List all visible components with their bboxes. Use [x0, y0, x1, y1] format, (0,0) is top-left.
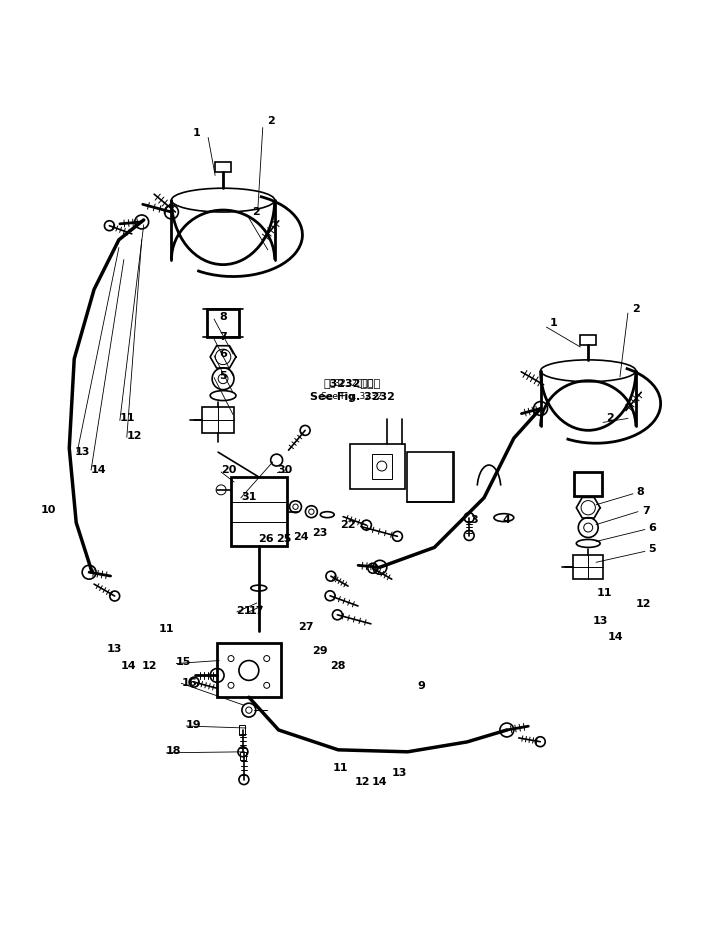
Text: 30: 30 — [277, 465, 292, 475]
Text: 14: 14 — [372, 777, 388, 786]
Text: 21: 21 — [236, 606, 251, 616]
Text: 27: 27 — [298, 621, 313, 632]
Bar — [202, 407, 234, 433]
Text: 12: 12 — [636, 599, 651, 609]
Bar — [239, 725, 245, 735]
Text: 第3232図参照: 第3232図参照 — [323, 378, 381, 388]
Text: 15: 15 — [176, 656, 191, 667]
Bar — [574, 555, 603, 579]
Text: 9: 9 — [418, 682, 426, 691]
Bar — [240, 752, 246, 760]
Text: 3: 3 — [470, 515, 478, 524]
Text: 12: 12 — [127, 431, 142, 441]
Text: 25: 25 — [276, 535, 292, 544]
Text: 26: 26 — [258, 535, 274, 544]
Text: 5: 5 — [219, 371, 227, 381]
Text: 第3232図参照: 第3232図参照 — [330, 378, 374, 388]
Text: 12: 12 — [354, 777, 370, 786]
Text: 7: 7 — [642, 505, 650, 516]
Bar — [208, 309, 239, 337]
Text: 16: 16 — [182, 678, 197, 688]
Text: 11: 11 — [120, 413, 136, 423]
Text: 2: 2 — [267, 116, 274, 125]
Text: 14: 14 — [121, 661, 136, 671]
Bar — [574, 472, 602, 496]
Text: 22: 22 — [340, 520, 356, 530]
Text: 13: 13 — [75, 447, 90, 457]
Text: 8: 8 — [636, 487, 643, 497]
Text: 8: 8 — [219, 312, 227, 323]
Bar — [372, 455, 392, 479]
Text: 14: 14 — [608, 632, 624, 642]
Text: 17: 17 — [249, 606, 264, 616]
Text: 14: 14 — [90, 465, 106, 475]
Text: 19: 19 — [185, 720, 201, 730]
Text: 31: 31 — [241, 492, 256, 502]
Text: 28: 28 — [330, 661, 346, 671]
Bar — [217, 643, 281, 697]
Text: 29: 29 — [312, 646, 328, 655]
Text: 11: 11 — [159, 623, 174, 634]
Text: 10: 10 — [41, 505, 56, 515]
Text: 20: 20 — [221, 465, 237, 475]
Bar — [231, 477, 286, 546]
Bar — [215, 162, 231, 173]
Bar — [406, 452, 454, 502]
Text: 18: 18 — [166, 746, 181, 756]
Bar — [580, 335, 596, 345]
Text: 2: 2 — [632, 305, 640, 314]
Text: 2: 2 — [252, 207, 260, 217]
Text: 2: 2 — [606, 413, 614, 423]
Text: 24: 24 — [293, 533, 308, 542]
Text: See Fig. 3232: See Fig. 3232 — [322, 392, 383, 401]
Text: 23: 23 — [312, 527, 328, 538]
Text: 6: 6 — [648, 522, 656, 533]
Text: 6: 6 — [219, 349, 227, 359]
Bar — [350, 444, 405, 488]
Text: 13: 13 — [106, 644, 121, 653]
Text: 11: 11 — [597, 588, 612, 598]
Text: 12: 12 — [142, 661, 157, 671]
Text: 5: 5 — [648, 544, 656, 554]
Text: 1: 1 — [192, 127, 200, 138]
Text: See Fig. 3232: See Fig. 3232 — [309, 391, 394, 402]
Text: 4: 4 — [503, 515, 510, 524]
Text: 1: 1 — [549, 318, 557, 328]
Text: 7: 7 — [219, 332, 227, 342]
Text: 11: 11 — [332, 763, 348, 772]
Text: 13: 13 — [392, 768, 407, 778]
Text: 13: 13 — [592, 616, 608, 626]
